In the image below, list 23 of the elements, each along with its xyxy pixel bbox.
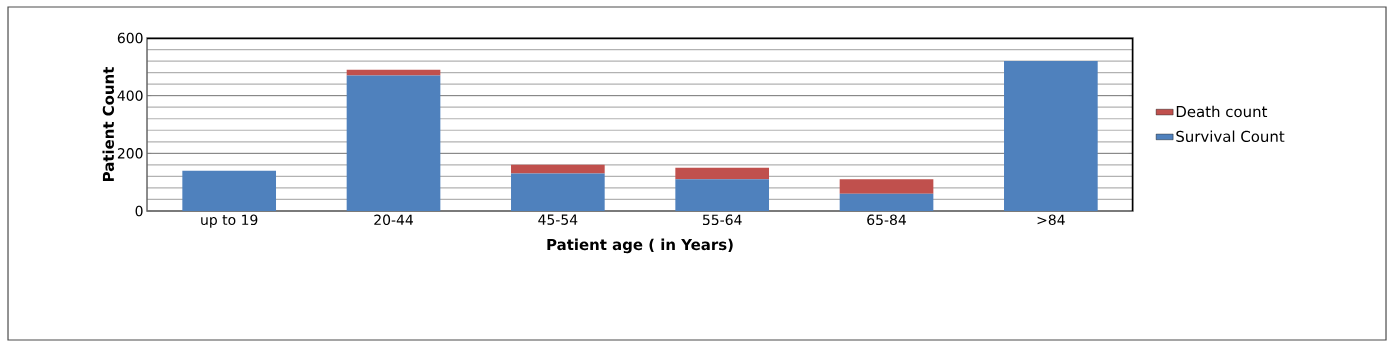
bar (346, 75, 441, 211)
x-tick-label: 65-84 (867, 214, 906, 226)
legend-label: Survival Count (1176, 130, 1285, 143)
y-tick-label: 0 (135, 205, 143, 217)
legend-label: Death count (1176, 105, 1268, 118)
x-tick-label: 45-54 (538, 214, 578, 225)
bar (182, 170, 277, 211)
bar (839, 193, 934, 211)
y-tick-label: 600 (117, 32, 143, 44)
x-axis-title: Patient age ( in Years) (547, 238, 733, 254)
bar (839, 179, 934, 194)
bar (511, 164, 605, 174)
x-tick-label: 20-44 (374, 214, 413, 226)
x-tick-label: up to 19 (201, 214, 258, 228)
y-axis-title: Patient Count (102, 67, 115, 181)
bar (1004, 61, 1098, 211)
y-tick-label: 400 (117, 90, 143, 101)
bar (675, 167, 770, 180)
bar (511, 173, 605, 211)
bar (675, 179, 770, 211)
x-tick-label: >84 (1037, 214, 1065, 226)
y-tick-label: 200 (117, 148, 143, 159)
x-tick-label: 55-64 (703, 214, 742, 226)
